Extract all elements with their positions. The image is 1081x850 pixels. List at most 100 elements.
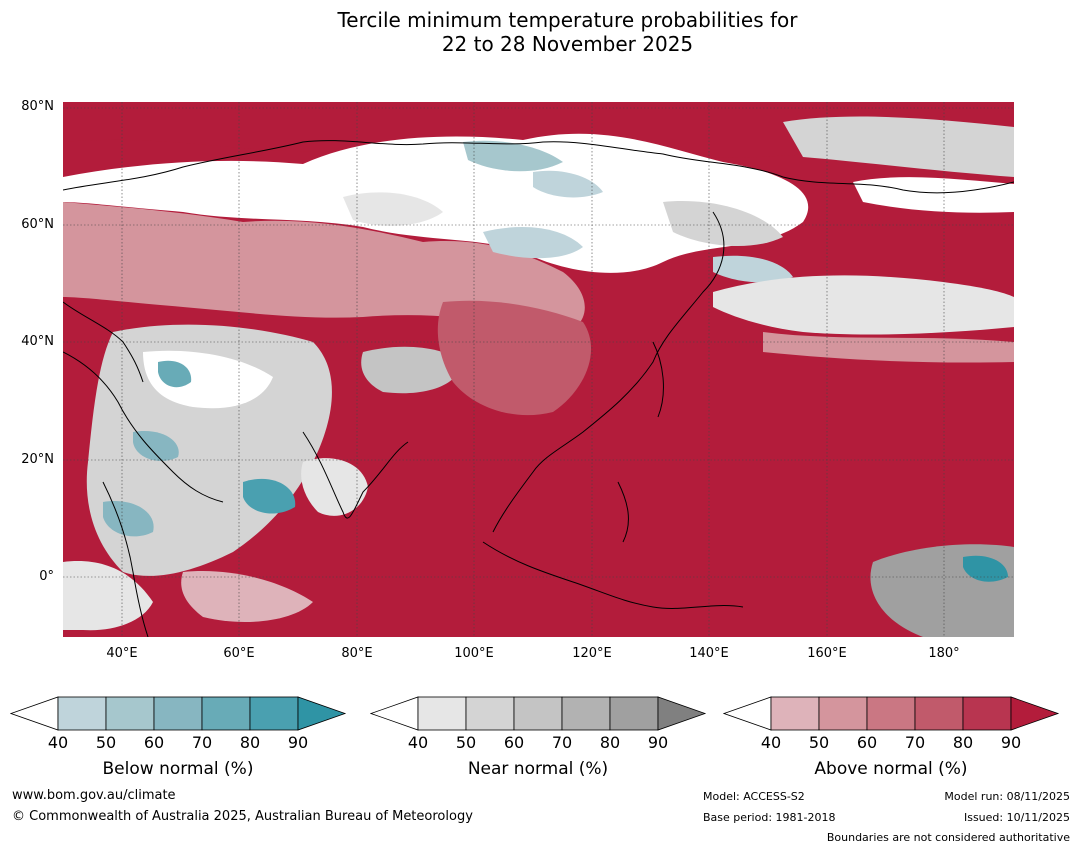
lon-label-120e: 120°E bbox=[572, 646, 612, 661]
lat-label-20n: 20°N bbox=[21, 452, 54, 467]
grey-patch-west-siberia bbox=[343, 192, 443, 226]
colorbar-below-normal bbox=[9, 696, 350, 736]
coastlines bbox=[63, 140, 1014, 637]
colorbar-below-normal-label: Below normal (%) bbox=[102, 759, 254, 779]
lat-label-80n: 80°N bbox=[21, 99, 54, 114]
footer-issued: Issued: 10/11/2025 bbox=[963, 811, 1070, 824]
lon-label-60e: 60°E bbox=[223, 646, 255, 661]
lon-label-100e: 100°E bbox=[454, 646, 494, 661]
cb-near-tick-70: 70 bbox=[551, 733, 573, 752]
cb-below-right-arrow bbox=[297, 696, 347, 731]
cb-near-segment-2 bbox=[465, 696, 515, 731]
colorbar-below-normal-svg bbox=[9, 696, 347, 731]
above-normal-china bbox=[437, 300, 592, 416]
cb-below-tick-40: 40 bbox=[47, 733, 69, 752]
white-patch-far-east bbox=[853, 177, 1014, 213]
grey-zone-tibet bbox=[361, 346, 463, 394]
japan-coastline bbox=[652, 341, 664, 418]
cb-below-segment-3 bbox=[153, 696, 203, 731]
cb-below-tick-70: 70 bbox=[191, 733, 213, 752]
colorbar-above-normal-label: Above normal (%) bbox=[814, 759, 968, 779]
footer-website: www.bom.gov.au/climate bbox=[12, 788, 176, 803]
cb-below-segment-2 bbox=[105, 696, 155, 731]
below-normal-mongolia bbox=[483, 227, 583, 259]
cb-above-tick-40: 40 bbox=[760, 733, 782, 752]
cb-above-tick-60: 60 bbox=[856, 733, 878, 752]
cb-below-segment-4 bbox=[201, 696, 251, 731]
lat-label-60n: 60°N bbox=[21, 217, 54, 232]
grey-patch-india bbox=[301, 458, 368, 516]
cb-near-segment-4 bbox=[561, 696, 611, 731]
india-coastline bbox=[302, 431, 409, 519]
philippines-coastline bbox=[617, 481, 629, 543]
grey-patch-arctic-east bbox=[783, 116, 1014, 177]
colorbar-near-normal-svg bbox=[369, 696, 707, 731]
footer-model-run: Model run: 08/11/2025 bbox=[944, 790, 1070, 803]
cb-near-right-arrow bbox=[657, 696, 707, 731]
footer-base-period: Base period: 1981-2018 bbox=[703, 811, 836, 824]
cb-near-tick-60: 60 bbox=[503, 733, 525, 752]
cb-below-tick-60: 60 bbox=[143, 733, 165, 752]
cb-below-segment-1 bbox=[57, 696, 107, 731]
cb-above-segment-1 bbox=[770, 696, 820, 731]
probability-map bbox=[63, 102, 1014, 637]
white-band-north-pacific bbox=[713, 275, 1014, 335]
cb-above-segment-3 bbox=[866, 696, 916, 731]
below-normal-south-pacific bbox=[963, 555, 1008, 582]
east-asia-coastline bbox=[492, 211, 725, 533]
map-title-line1: Tercile minimum temperature probabilitie… bbox=[337, 8, 798, 32]
colorbar-above-normal bbox=[722, 696, 1063, 736]
arctic-region bbox=[63, 102, 1014, 158]
cb-near-tick-50: 50 bbox=[455, 733, 477, 752]
arabia-coastline bbox=[63, 351, 224, 503]
indonesia-coastline bbox=[482, 541, 744, 609]
map-title: Tercile minimum temperature probabilitie… bbox=[0, 8, 1081, 56]
pink-band-central-asia bbox=[63, 202, 585, 334]
footer-copyright: © Commonwealth of Australia 2025, Austra… bbox=[12, 809, 473, 824]
cb-above-tick-80: 80 bbox=[952, 733, 974, 752]
arctic-coastline bbox=[63, 140, 1014, 194]
cb-above-segment-5 bbox=[962, 696, 1012, 731]
cb-below-segment-5 bbox=[249, 696, 299, 731]
pink-zone-indian-ocean bbox=[181, 571, 313, 622]
cb-near-tick-80: 80 bbox=[599, 733, 621, 752]
cb-above-segment-2 bbox=[818, 696, 868, 731]
footer-model: Model: ACCESS-S2 bbox=[703, 790, 805, 803]
map-title-line2: 22 to 28 November 2025 bbox=[441, 32, 694, 56]
near-white-zone-siberia bbox=[63, 133, 809, 273]
cb-near-left-arrow bbox=[369, 696, 419, 731]
cb-above-tick-50: 50 bbox=[808, 733, 830, 752]
lon-label-180: 180° bbox=[928, 646, 960, 661]
grey-patch-east-siberia bbox=[663, 201, 783, 247]
grey-zone-africa-south bbox=[63, 561, 153, 631]
cb-below-tick-90: 90 bbox=[287, 733, 309, 752]
below-normal-siberia-1 bbox=[463, 140, 563, 172]
below-normal-northeast bbox=[713, 255, 793, 283]
mediterranean-coastline bbox=[63, 301, 144, 383]
cb-near-tick-90: 90 bbox=[647, 733, 669, 752]
pink-band-pacific bbox=[763, 332, 1014, 363]
below-normal-iraq bbox=[158, 360, 192, 388]
cb-above-segment-4 bbox=[914, 696, 964, 731]
lon-label-140e: 140°E bbox=[689, 646, 729, 661]
cb-above-tick-90: 90 bbox=[1000, 733, 1022, 752]
lat-label-40n: 40°N bbox=[21, 334, 54, 349]
cb-below-tick-80: 80 bbox=[239, 733, 261, 752]
lon-label-80e: 80°E bbox=[341, 646, 373, 661]
cb-near-tick-40: 40 bbox=[407, 733, 429, 752]
africa-east-coastline bbox=[102, 481, 149, 637]
cb-above-right-arrow bbox=[1010, 696, 1060, 731]
colorbar-near-normal-label: Near normal (%) bbox=[467, 759, 609, 779]
map-gridlines bbox=[63, 102, 1014, 637]
cb-below-left-arrow bbox=[9, 696, 59, 731]
cb-above-tick-70: 70 bbox=[904, 733, 926, 752]
cb-near-segment-1 bbox=[417, 696, 467, 731]
below-normal-siberia-2 bbox=[533, 170, 603, 198]
lon-label-160e: 160°E bbox=[807, 646, 847, 661]
cb-near-segment-5 bbox=[609, 696, 659, 731]
cb-above-left-arrow bbox=[722, 696, 772, 731]
lat-label-0: 0° bbox=[39, 569, 54, 584]
cb-near-segment-3 bbox=[513, 696, 563, 731]
colorbar-above-normal-svg bbox=[722, 696, 1060, 731]
colorbar-near-normal bbox=[369, 696, 710, 736]
